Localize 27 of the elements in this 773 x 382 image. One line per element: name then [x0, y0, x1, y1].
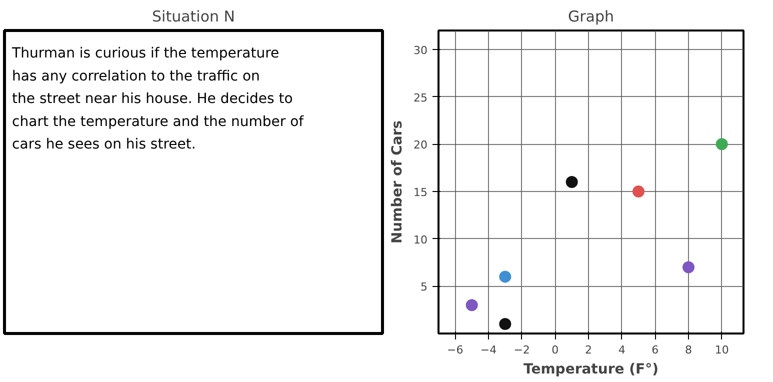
x-tick-label: −6	[447, 344, 464, 356]
point	[499, 318, 512, 330]
x-tick-label: 8	[685, 344, 692, 356]
x-tick-label: 4	[618, 344, 626, 356]
point	[466, 299, 478, 312]
x-tick-label: 0	[552, 344, 559, 356]
y-tick-label: 30	[414, 44, 428, 57]
text: Thurman is curious if the temperature has any correlation to the traffic on the street near his house. He decides to chart the temperature and the number of cars he sees on his street.	[11, 46, 305, 153]
chart-title: Graph	[568, 8, 614, 26]
point	[499, 270, 512, 283]
point	[716, 138, 728, 150]
y-axis-title: Number of Cars	[390, 120, 406, 244]
x-tick-label: −4	[480, 344, 497, 356]
point	[682, 261, 694, 274]
text: Situation N	[152, 8, 236, 26]
y-tick-label: 10	[414, 233, 428, 246]
y-tick-label: 25	[414, 91, 428, 104]
x-tick-label: 10	[714, 344, 729, 356]
y-tick-label: 20	[414, 138, 428, 152]
x-axis-title: Temperature (F°)	[524, 362, 658, 378]
y-tick-label: 5	[420, 280, 428, 294]
x-tick-label: −2	[514, 344, 530, 356]
point	[632, 185, 644, 198]
x-tick-label: 2	[585, 344, 592, 356]
point	[566, 176, 578, 188]
y-tick-label: 15	[414, 186, 428, 199]
x-tick-label: 6	[652, 344, 659, 356]
